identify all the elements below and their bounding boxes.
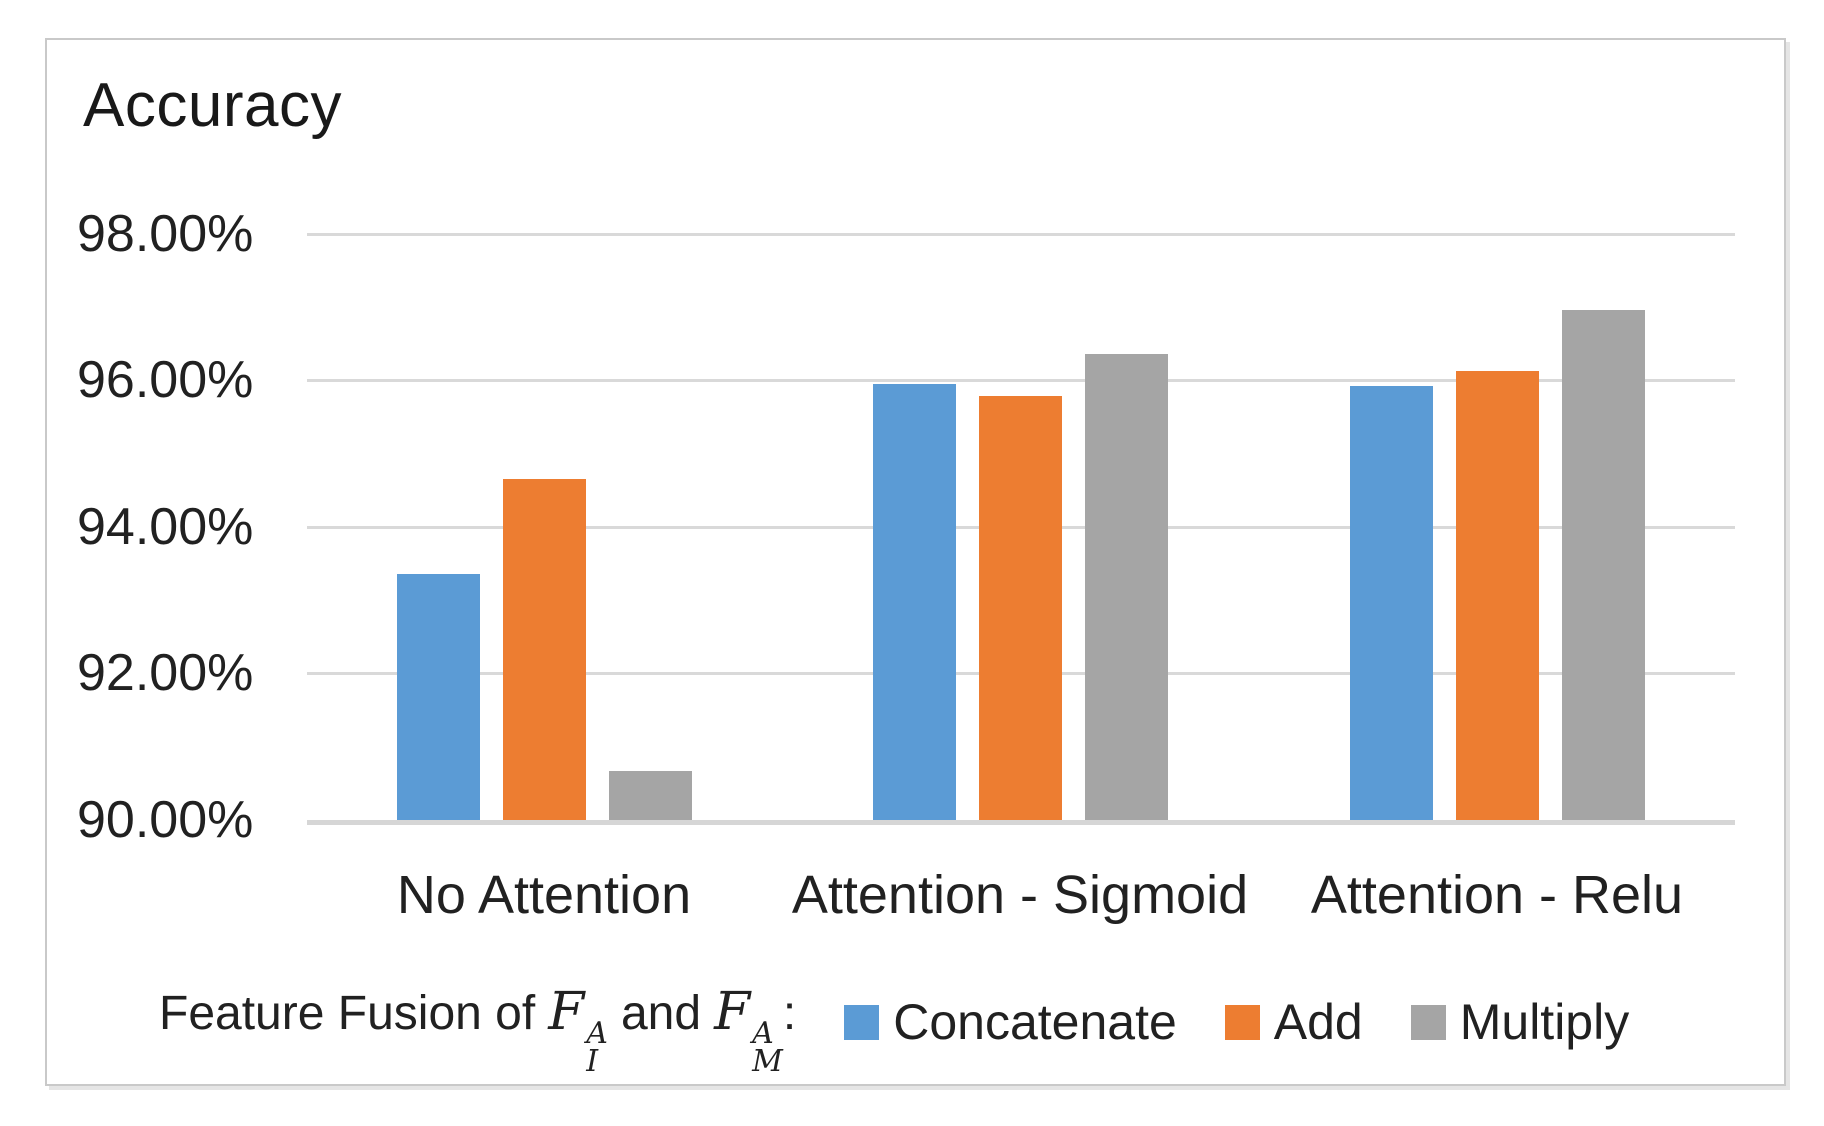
bar-no-attention-concatenate bbox=[397, 574, 480, 820]
y-tick-label-92: 92.00% bbox=[77, 644, 254, 702]
bar-attention-relu-concatenate bbox=[1350, 386, 1433, 820]
bar-no-attention-add bbox=[503, 479, 586, 820]
legend-caption-prefix: Feature Fusion of bbox=[159, 986, 536, 1040]
legend-items: Concatenate Add Multiply bbox=[844, 993, 1629, 1051]
y-tick-label-96: 96.00% bbox=[77, 351, 254, 409]
legend-caption-colon: : bbox=[782, 986, 797, 1040]
bar-attention-sigmoid-add bbox=[979, 396, 1062, 820]
legend-item-add: Add bbox=[1224, 993, 1363, 1051]
x-tick-label-attention-sigmoid: Attention - Sigmoid bbox=[791, 865, 1249, 925]
legend-item-concatenate: Concatenate bbox=[844, 993, 1177, 1051]
bar-no-attention-multiply bbox=[609, 771, 692, 820]
legend-item-multiply: Multiply bbox=[1410, 993, 1630, 1051]
y-tick-label-98: 98.00% bbox=[77, 205, 254, 263]
x-tick-label-no-attention: No Attention bbox=[396, 865, 692, 925]
chart-title: Accuracy bbox=[83, 71, 342, 140]
legend-label-concatenate: Concatenate bbox=[893, 994, 1177, 1050]
legend-swatch-concatenate bbox=[844, 1004, 880, 1040]
bar-attention-sigmoid-concatenate bbox=[873, 384, 956, 820]
gridline-98 bbox=[307, 233, 1735, 236]
legend-swatch-add bbox=[1224, 1004, 1260, 1040]
chart-frame: Accuracy 98.00% 96.00% 94.00% 92.00% 90.00% N… bbox=[45, 38, 1786, 1086]
legend-swatch-multiply bbox=[1410, 1004, 1446, 1040]
y-tick-label-94: 94.00% bbox=[77, 498, 254, 556]
x-tick-label-attention-relu: Attention - Relu bbox=[1310, 865, 1684, 925]
gridline-96 bbox=[307, 379, 1735, 382]
legend-label-multiply: Multiply bbox=[1459, 994, 1630, 1050]
x-axis-line bbox=[307, 820, 1735, 825]
legend-caption-and: and bbox=[620, 986, 702, 1040]
legend-label-add: Add bbox=[1273, 994, 1363, 1050]
bar-attention-relu-add bbox=[1456, 371, 1539, 820]
y-tick-label-90: 90.00% bbox=[77, 791, 254, 849]
bar-attention-sigmoid-multiply bbox=[1085, 354, 1168, 820]
bar-attention-relu-multiply bbox=[1562, 310, 1645, 820]
